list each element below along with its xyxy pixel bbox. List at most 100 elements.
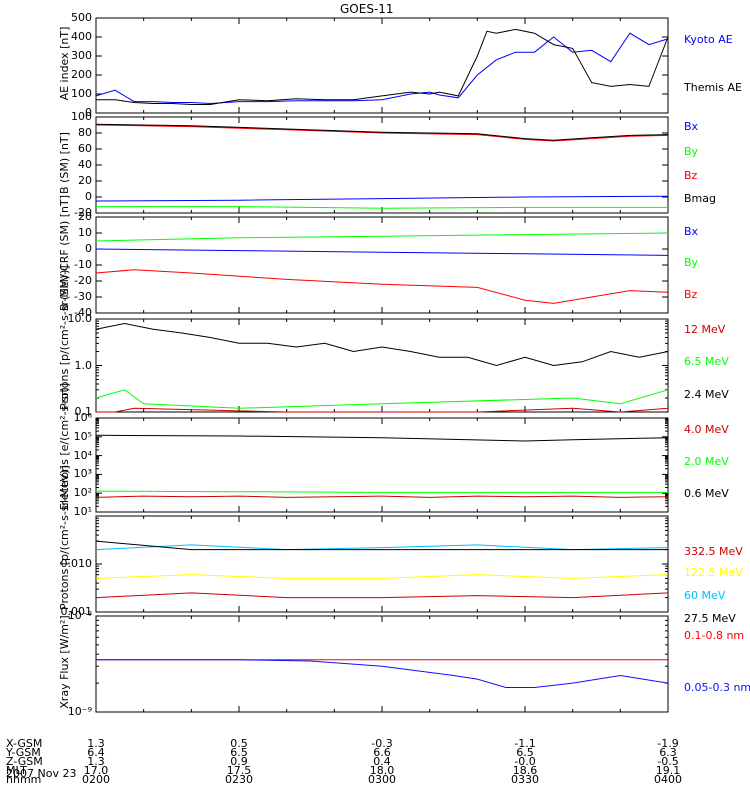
y-tick-label: -20 xyxy=(74,274,92,287)
time-axis-row-label: X-GSM xyxy=(6,737,43,750)
y-tick-label: 10¹ xyxy=(73,505,92,518)
series-line-4.0-MeV xyxy=(95,495,669,498)
time-axis-value: 6.3 xyxy=(659,746,677,759)
time-axis-value: -1.1 xyxy=(514,737,536,750)
series-line-Bz xyxy=(95,269,669,304)
y-tick-label: 300 xyxy=(71,49,92,62)
y-tick-label: -20 xyxy=(74,206,92,219)
legend-label: 4.0 MeV xyxy=(684,423,729,436)
y-tick-label: 80 xyxy=(78,126,92,139)
y-tick-label: 1.0 xyxy=(74,358,93,372)
legend-label: By xyxy=(684,256,699,269)
time-axis-value: 6.4 xyxy=(87,746,105,759)
y-tick-label: -30 xyxy=(74,290,92,303)
y-tick-label: 100 xyxy=(71,110,92,123)
legend-label: Bmag xyxy=(684,192,716,205)
time-axis-value: -0.3 xyxy=(371,737,393,750)
series-line-6.5-MeV xyxy=(95,389,669,409)
legend-label: Bz xyxy=(684,288,698,301)
series-line-332.5-MeV xyxy=(95,592,669,599)
legend-label: 60 MeV xyxy=(684,589,726,602)
panel-frame-7 xyxy=(95,615,669,713)
y-tick-label: 10² xyxy=(73,486,92,500)
time-axis-value: 0330 xyxy=(511,773,539,786)
y-tick-label: 40 xyxy=(78,158,92,171)
y-axis-label: Xray Flux [W/m²] xyxy=(58,615,71,709)
legend-label: 0.1-0.8 nm xyxy=(684,629,745,642)
legend-label: Themis AE xyxy=(684,81,742,94)
y-tick-label: 10 xyxy=(78,226,92,239)
y-axis-label: Protons [p/(cm²-s-sr-MeV)] xyxy=(58,465,71,610)
legend-label: Bz xyxy=(684,169,698,182)
legend-label: By xyxy=(684,145,699,158)
date-label: 2007 Nov 23 xyxy=(6,767,77,780)
time-axis-value: 6.6 xyxy=(373,746,391,759)
y-tick-label: 20 xyxy=(78,210,92,223)
series-line-By xyxy=(95,232,669,242)
series-line-Themis-AE xyxy=(96,28,669,105)
y-axis-label: AE index [nT] xyxy=(58,26,71,101)
series-line-Bx xyxy=(95,195,669,202)
y-tick-label: 0 xyxy=(85,106,92,119)
time-axis-value: 0.5 xyxy=(230,737,248,750)
time-axis-value: 6.5 xyxy=(230,746,248,759)
time-axis-value: 0.9 xyxy=(230,755,248,768)
time-axis-value: -0.0 xyxy=(514,755,536,768)
y-tick-label: 200 xyxy=(71,68,92,81)
legend-label: 0.6 MeV xyxy=(684,487,729,500)
legend-label: 0.05-0.3 nm xyxy=(684,681,750,694)
series-line-2.4-MeV xyxy=(95,322,669,367)
y-tick-label: -10 xyxy=(74,258,92,271)
time-axis-value: 0200 xyxy=(82,773,110,786)
time-axis-row-label: MLT xyxy=(6,764,27,777)
y-tick-label: 10³ xyxy=(73,467,92,481)
legend-label: 2.4 MeV xyxy=(684,388,729,401)
y-tick-label: 20 xyxy=(78,174,92,187)
time-axis-value: 0300 xyxy=(368,773,396,786)
plot-title: GOES-11 xyxy=(340,2,394,16)
time-axis-value: 19.1 xyxy=(655,764,681,777)
y-tick-label: 0.001 xyxy=(60,605,93,618)
time-axis-value: 0230 xyxy=(225,773,253,786)
legend-label: 332.5 MeV xyxy=(684,545,743,558)
legend-label: Kyoto AE xyxy=(684,33,733,46)
legend-label: 122.5 MeV xyxy=(684,566,743,579)
series-line-0.05-0.3-nm xyxy=(96,659,669,688)
y-tick-label: 500 xyxy=(71,11,92,24)
series-line-Bz xyxy=(95,124,669,142)
y-tick-label: 400 xyxy=(71,30,92,43)
y-tick-label: 0.010 xyxy=(60,557,93,570)
time-axis-value: 0400 xyxy=(654,773,682,786)
y-tick-label: 10.0 xyxy=(67,312,93,325)
time-axis-value: 17.5 xyxy=(226,764,252,777)
series-line-Bmag xyxy=(95,123,669,141)
series-line-By xyxy=(96,206,668,209)
time-axis-row-label: Y-GSM xyxy=(6,746,41,759)
time-axis-row-label: hhmm xyxy=(6,773,42,786)
legend-label: 12 MeV xyxy=(684,323,726,336)
legend-label: 6.5 MeV xyxy=(684,355,729,368)
y-tick-label: 0.1 xyxy=(74,405,93,418)
series-line-0.6-MeV xyxy=(95,434,669,442)
y-tick-label: 100 xyxy=(71,87,92,100)
series-line-Kyoto-AE xyxy=(95,32,669,105)
time-axis-value: 1.3 xyxy=(87,755,105,768)
y-tick-label: 10⁵ xyxy=(73,429,92,443)
legend-label: Bx xyxy=(684,120,699,133)
time-axis-value: -1.9 xyxy=(657,737,679,750)
time-axis-value: 0.4 xyxy=(373,755,391,768)
y-tick-label: 10⁻⁸ xyxy=(67,609,92,622)
y-tick-label: 0 xyxy=(85,190,92,203)
series-line-27.5-MeV xyxy=(95,540,668,551)
time-axis-value: 6.5 xyxy=(516,746,534,759)
time-axis-value: 17.0 xyxy=(83,764,109,777)
time-axis-value: -0.5 xyxy=(657,755,679,768)
time-axis-value: 1.3 xyxy=(87,737,105,750)
series-line-122.5-MeV xyxy=(95,574,669,579)
legend-label: 27.5 MeV xyxy=(684,612,736,625)
y-tick-label: -40 xyxy=(74,306,92,319)
legend-label: Bx xyxy=(684,225,699,238)
legend-label: 2.0 MeV xyxy=(684,455,729,468)
y-tick-label: 60 xyxy=(78,142,92,155)
